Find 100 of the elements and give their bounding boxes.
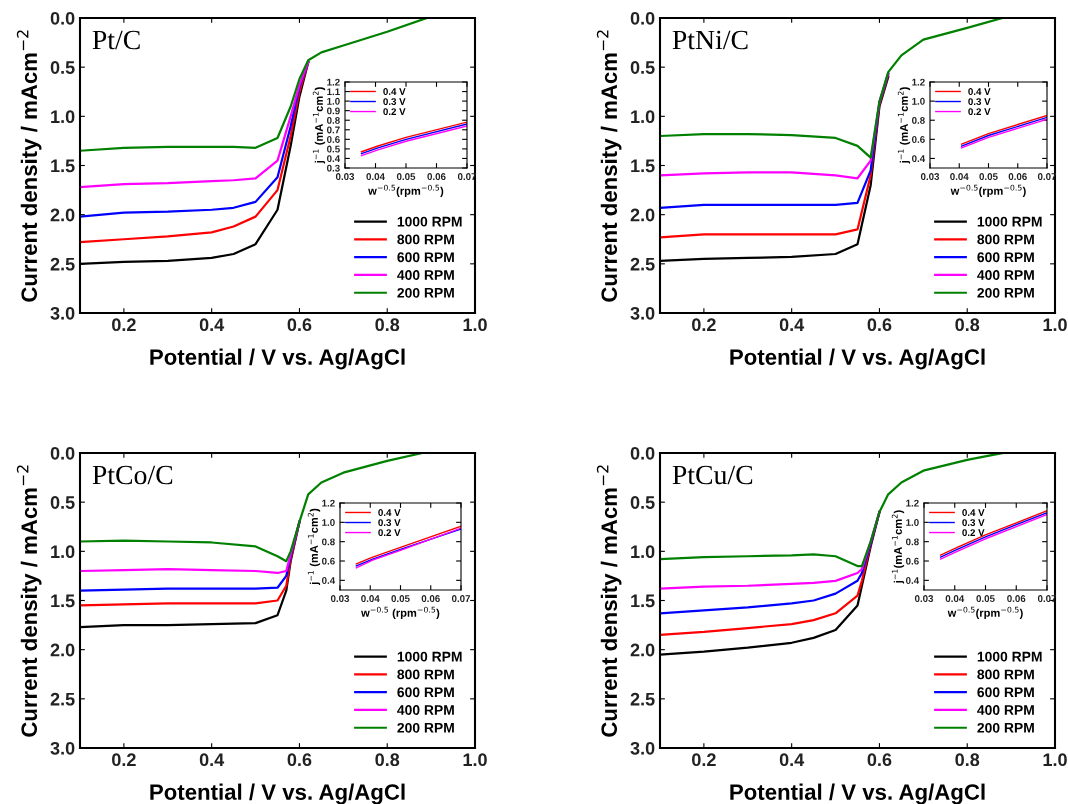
x-tick-label: 0.8 [955, 318, 980, 332]
x-tick-label: 0.8 [955, 753, 980, 767]
legend-label: 0.2 V [962, 529, 985, 537]
line-series [80, 61, 310, 189]
x-axis-title: w$^{−0.5}$(rpm$^{−0.5}$) [950, 184, 1026, 198]
legend-label: 800 RPM [397, 234, 454, 245]
x-tick-label: 0.2 [692, 318, 716, 332]
legend-label: 0.3 V [962, 519, 985, 527]
x-tick-label: 0.03 [914, 595, 934, 603]
chart-title: PtCu/C [672, 465, 753, 485]
y-tick-label: 0.6 [906, 557, 919, 565]
y-tick-label: 1.2 [912, 78, 925, 86]
legend-label: 0.4 V [378, 509, 401, 516]
legend-label: 1000 RPM [977, 216, 1042, 227]
y-tick-label: 1.0 [631, 545, 655, 559]
y-tick-label: 1.0 [912, 97, 925, 105]
x-tick-label: 1.0 [1043, 753, 1067, 767]
y-tick-label: 0.0 [50, 11, 75, 25]
y-tick-label: 2.5 [50, 257, 75, 271]
y-tick-label: 0.3 [327, 164, 340, 172]
y-tick-label: 0.8 [906, 538, 919, 546]
y-axis-title: j$^{−1}$ (mA$^{−1}$cm$^{2}$) [307, 508, 321, 586]
x-tick-label: 0.2 [112, 753, 136, 767]
y-tick-label: 1.0 [322, 519, 335, 526]
legend-label: 800 RPM [977, 669, 1034, 680]
y-tick-label: 2.0 [50, 208, 75, 222]
y-tick-label: 0.6 [912, 136, 925, 143]
y-tick-label: 0.8 [322, 538, 335, 546]
legend-label: 200 RPM [397, 287, 454, 298]
y-tick-label: 1.0 [327, 97, 340, 105]
x-tick-label: 0.03 [920, 173, 940, 181]
legend-label: 0.3 V [968, 98, 991, 106]
legend-label: 600 RPM [977, 252, 1034, 263]
y-tick-label: 1.5 [51, 159, 75, 173]
legend-label: 200 RPM [977, 287, 1034, 298]
y-tick-label: 1.0 [51, 545, 75, 559]
x-tick-label: 0.4 [199, 753, 225, 767]
legend-label: 1000 RPM [397, 651, 462, 662]
x-tick-label: 0.2 [692, 753, 716, 767]
line-series [660, 72, 890, 209]
y-tick-label: 1.2 [906, 499, 919, 507]
y-tick-label: 0.4 [327, 155, 341, 163]
y-tick-label: 1.5 [51, 594, 75, 608]
y-tick-label: 3.0 [630, 741, 655, 755]
y-tick-label: 0.0 [630, 11, 655, 25]
y-tick-label: 0.4 [912, 155, 926, 163]
legend-label: 800 RPM [977, 234, 1034, 245]
y-tick-label: 0.4 [906, 577, 920, 584]
y-tick-label: 2.0 [50, 643, 75, 657]
x-tick-label: 0.4 [199, 318, 225, 332]
y-tick-label: 3.0 [50, 741, 75, 755]
legend-label: 0.3 V [378, 519, 401, 527]
y-tick-label: 0.5 [50, 61, 75, 74]
x-tick-label: 0.03 [330, 595, 350, 603]
legend-label: 400 RPM [977, 270, 1034, 280]
legend-label: 0.2 V [378, 529, 401, 537]
legend-label: 600 RPM [397, 252, 454, 263]
chart-title: PtNi/C [672, 30, 748, 50]
x-tick-label: 1.0 [463, 318, 487, 332]
x-tick-label: 0.05 [391, 595, 410, 602]
x-tick-label: 0.06 [1008, 173, 1027, 180]
x-tick-label: 0.4 [779, 318, 805, 332]
legend-label: 400 RPM [397, 270, 454, 280]
y-axis-title: j$^{−1}$ (mA$^{−1}$cm$^{2}$) [312, 87, 326, 164]
y-tick-label: 0.0 [630, 446, 655, 460]
x-tick-label: 0.8 [375, 753, 400, 767]
y-tick-label: 1.2 [322, 499, 335, 507]
x-tick-label: 0.06 [427, 173, 446, 180]
y-tick-label: 2.0 [630, 643, 655, 657]
y-tick-label: 2.5 [50, 692, 75, 706]
y-tick-label: 0.7 [327, 126, 340, 134]
x-tick-label: 0.04 [361, 595, 380, 602]
y-tick-label: 0.8 [327, 116, 340, 124]
x-tick-label: 0.6 [867, 753, 892, 767]
y-tick-label: 0.9 [327, 107, 340, 115]
y-tick-label: 1.5 [631, 159, 655, 173]
chart-title: PtCo/C [92, 465, 173, 485]
y-tick-label: 2.5 [630, 257, 655, 271]
x-tick-label: 0.06 [421, 595, 440, 602]
y-axis-title: Current density / mAcm$^{−2}$ [596, 465, 622, 737]
y-tick-label: 1.0 [631, 110, 655, 124]
y-tick-label: 0.5 [50, 496, 75, 509]
line-series [660, 71, 890, 180]
y-tick-label: 0.0 [50, 446, 75, 460]
y-axis-title: Current density / mAcm$^{−2}$ [596, 30, 622, 302]
legend-label: 400 RPM [397, 705, 454, 715]
x-axis-title: Potential / V vs. Ag/AgCl [730, 348, 985, 370]
y-tick-label: 0.5 [327, 145, 340, 153]
x-tick-label: 0.05 [979, 173, 998, 180]
legend-label: 0.2 V [383, 108, 406, 116]
y-tick-label: 3.0 [50, 306, 75, 320]
y-tick-label: 0.5 [630, 496, 655, 509]
x-tick-label: 0.05 [976, 595, 995, 602]
y-axis-title: j$^{−1}$(mA$^{−1}$cm$^{2}$) [891, 510, 905, 584]
legend-label: 200 RPM [397, 722, 454, 733]
y-tick-label: 0.6 [327, 136, 340, 143]
y-tick-label: 1.2 [327, 78, 340, 86]
y-axis-title: j$^{−1}$ (mA$^{−1}$cm$^{2}$) [897, 87, 911, 164]
y-tick-label: 2.0 [630, 208, 655, 222]
y-tick-label: 0.5 [630, 61, 655, 74]
